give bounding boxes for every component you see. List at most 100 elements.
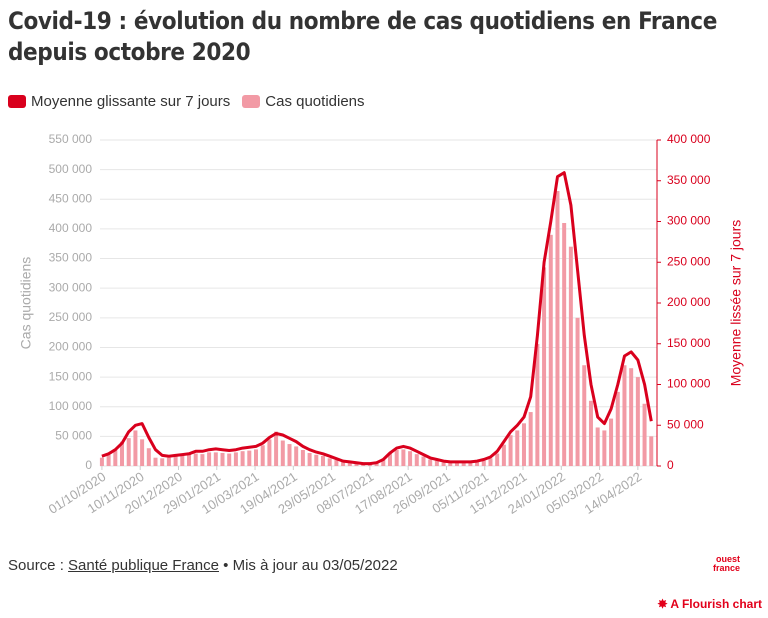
bar [233, 452, 238, 466]
bar [180, 455, 185, 466]
bar [568, 246, 573, 466]
flourish-icon: ✸ [657, 597, 671, 611]
bar [113, 449, 118, 466]
y2-tick-label: 100 000 [667, 377, 711, 391]
y-tick-label: 300 000 [49, 280, 93, 294]
bar [334, 460, 339, 466]
source-prefix: Source : [8, 557, 64, 574]
bar [193, 453, 198, 466]
bar [635, 377, 640, 466]
y-tick-label: 500 000 [49, 162, 93, 176]
bar [542, 267, 547, 466]
line [101, 171, 653, 466]
footer: Source : Santé publique France • Mis à j… [8, 557, 398, 574]
flourish-credit[interactable]: ✸ A Flourish chart [657, 597, 762, 611]
bar [508, 435, 513, 466]
bar [240, 451, 245, 466]
legend-swatch [8, 95, 26, 108]
bar [207, 452, 212, 466]
bar [394, 449, 399, 466]
bar [374, 463, 379, 466]
bar [408, 451, 413, 466]
bar [187, 454, 192, 466]
bar [354, 463, 359, 466]
bar [173, 455, 178, 466]
bar [287, 444, 292, 466]
bar [615, 391, 620, 466]
bar [341, 461, 346, 466]
bar [481, 460, 486, 466]
bar [602, 430, 607, 466]
bar [280, 440, 285, 466]
bar [521, 423, 526, 466]
legend-label: Moyenne glissante sur 7 jours [31, 93, 231, 110]
bar [327, 458, 332, 466]
bar [253, 449, 258, 466]
y-tick-label: 200 000 [49, 340, 93, 354]
bar [220, 452, 225, 466]
logo: ouest france [713, 555, 740, 573]
bar [387, 453, 392, 466]
bar [562, 222, 567, 466]
bar [622, 365, 627, 466]
bar [381, 460, 386, 466]
bar [247, 450, 252, 466]
bar [126, 438, 131, 466]
bar [300, 449, 305, 466]
legend-swatch [242, 95, 261, 108]
bar [294, 446, 299, 466]
flourish-label: A Flourish chart [670, 597, 762, 611]
y-tick-label: 0 [85, 458, 92, 472]
bar [434, 460, 439, 466]
y-axis-label: Cas quotidiens [18, 257, 34, 350]
bar [414, 454, 419, 466]
bar [307, 452, 312, 466]
bar [428, 459, 433, 466]
bar [106, 454, 111, 466]
bar [160, 458, 165, 466]
bar [528, 412, 533, 466]
bar [515, 430, 520, 466]
bar [274, 431, 279, 466]
bar [629, 368, 634, 466]
bar [488, 458, 493, 466]
bar [267, 439, 272, 466]
bar [260, 445, 265, 466]
bar [441, 462, 446, 466]
bar [133, 430, 138, 466]
bar [213, 452, 218, 466]
y-tick-label: 150 000 [49, 369, 93, 383]
y-tick-label: 350 000 [49, 251, 93, 265]
legend: Moyenne glissante sur 7 jours Cas quotid… [8, 93, 365, 110]
source-link[interactable]: Santé publique France [68, 557, 219, 574]
bar [582, 365, 587, 466]
bar [120, 441, 125, 466]
bar [401, 449, 406, 466]
bar [535, 343, 540, 466]
chart-title: Covid-19 : évolution du nombre de cas qu… [8, 7, 717, 66]
bar [555, 190, 560, 466]
bar [475, 461, 480, 466]
bar [649, 436, 654, 466]
y2-tick-label: 300 000 [667, 214, 711, 228]
y-tick-label: 550 000 [49, 132, 93, 146]
legend-item[interactable]: Moyenne glissante sur 7 jours [8, 93, 230, 110]
y2-tick-label: 0 [667, 458, 674, 472]
bar [595, 427, 600, 466]
bar [454, 462, 459, 466]
bar [461, 462, 466, 466]
legend-item[interactable]: Cas quotidiens [242, 93, 365, 110]
bar [468, 462, 473, 466]
y-tick-label: 450 000 [49, 191, 93, 205]
y2-tick-label: 200 000 [667, 295, 711, 309]
y2-tick-label: 50 000 [667, 417, 704, 431]
bar [642, 403, 647, 466]
bar [448, 462, 453, 466]
y2-tick-label: 350 000 [667, 173, 711, 187]
bar [548, 234, 553, 466]
y-tick-label: 100 000 [49, 399, 93, 413]
bar [314, 454, 319, 466]
y2-axis-label: Moyenne lissée sur 7 jours [728, 220, 744, 387]
chart: 0 50 000 100 000 150 000 200 000 250 000 300 0… [18, 132, 744, 517]
